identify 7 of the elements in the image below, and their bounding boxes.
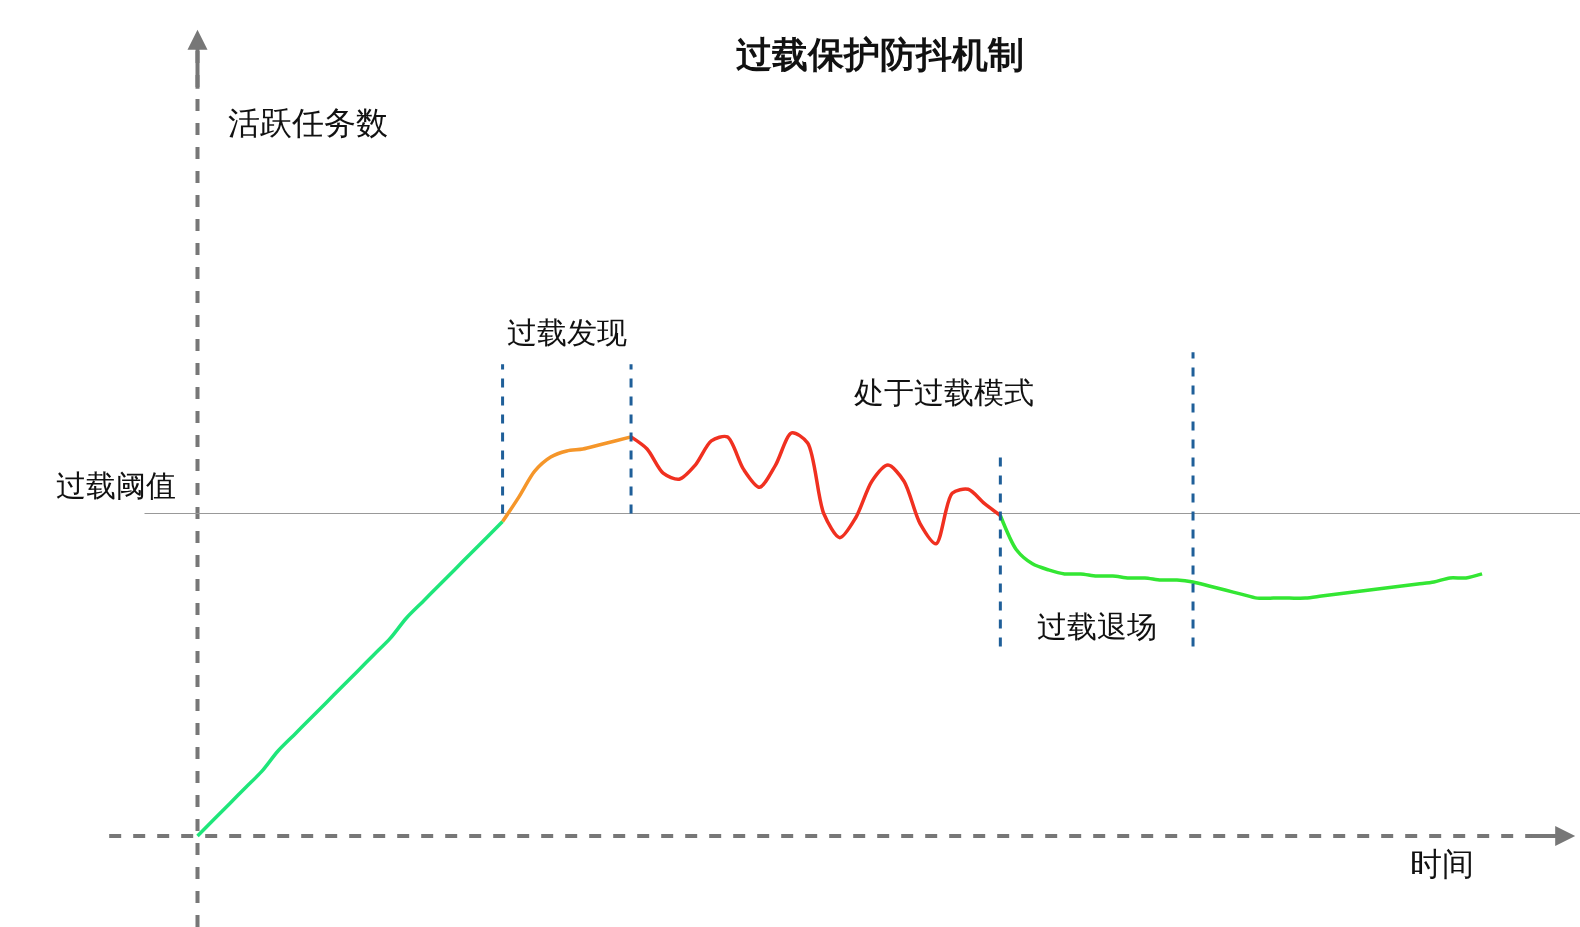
text: 过载发现 — [507, 315, 627, 350]
x-axis-title: 时间 — [1410, 845, 1474, 883]
chart-title: 过载保护防抖机制 — [736, 34, 1024, 75]
text: 活跃任务数 — [228, 104, 388, 142]
ref-line-label: 过载阈值 — [56, 468, 176, 503]
text: 处于过载模式 — [854, 375, 1034, 410]
annotation: 过载退场 — [1037, 609, 1157, 644]
